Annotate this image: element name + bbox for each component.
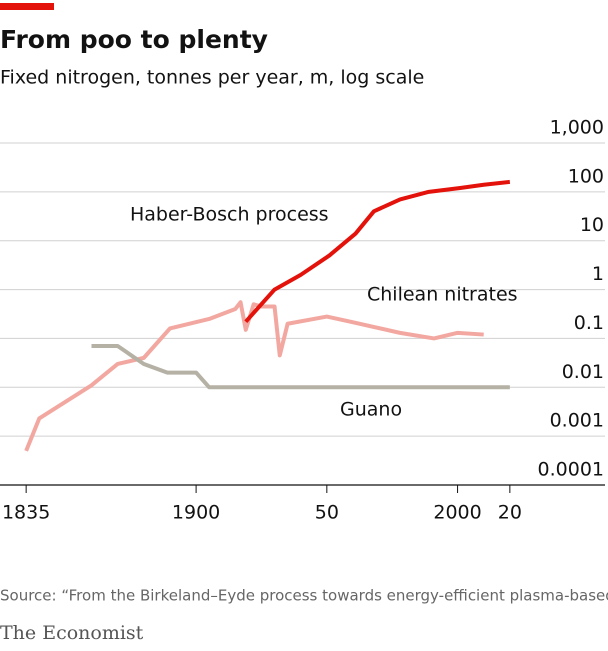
series-line xyxy=(91,343,510,390)
brand: The Economist xyxy=(0,622,144,644)
y-tick-label: 1 xyxy=(592,263,604,285)
y-tick-label: 0.01 xyxy=(562,361,604,383)
series-line xyxy=(244,179,511,324)
y-tick-label: 10 xyxy=(580,214,604,236)
x-tick-label: 1835 xyxy=(2,502,50,524)
chart-subtitle: Fixed nitrogen, tonnes per year, m, log … xyxy=(0,67,424,89)
y-tick-label: 0.001 xyxy=(550,410,604,432)
x-tick-label: 50 xyxy=(315,502,339,524)
y-tick-label: 0.0001 xyxy=(538,459,604,481)
series-label: Haber-Bosch process xyxy=(130,204,329,226)
chart-title: From poo to plenty xyxy=(0,25,268,54)
y-tick-label: 1,000 xyxy=(550,117,604,139)
y-tick-label: 0.1 xyxy=(574,312,604,334)
series-label: Guano xyxy=(340,399,402,421)
series-line xyxy=(24,300,484,452)
y-tick-label: 100 xyxy=(568,165,604,187)
series-label: Chilean nitrates xyxy=(367,284,518,306)
x-tick-label: 1900 xyxy=(172,502,220,524)
x-tick-label: 2000 xyxy=(433,502,481,524)
source-note: Source: “From the Birkeland–Eyde process… xyxy=(0,587,608,605)
x-tick-label: 20 xyxy=(498,502,522,524)
brand-bar xyxy=(0,3,54,10)
